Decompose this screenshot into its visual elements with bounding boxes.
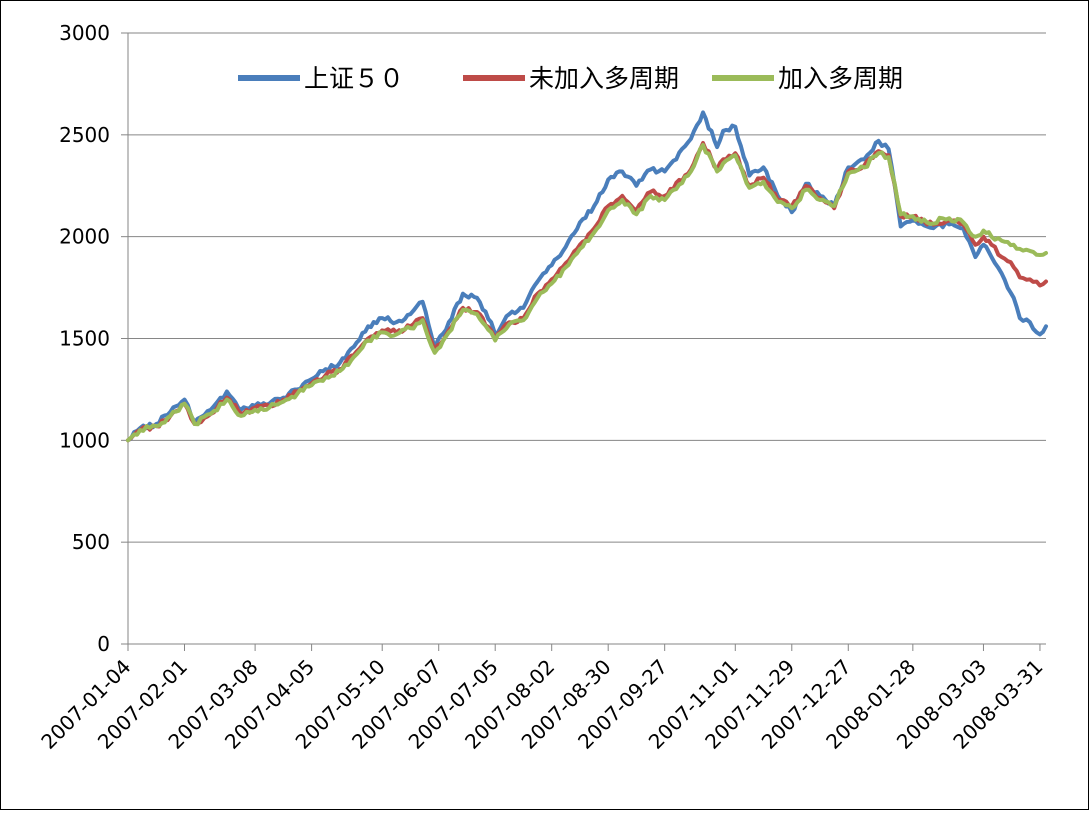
y-tick-label: 1000 (59, 428, 110, 452)
y-tick-label: 2500 (59, 123, 110, 147)
series-lines (126, 110, 1048, 443)
series-line (126, 143, 1048, 443)
gridlines (128, 32, 1046, 543)
y-tick-label: 3000 (59, 21, 110, 45)
legend-label: 加入多周期 (778, 64, 903, 93)
legend: 上证５０ 未加入多周期 加入多周期 (238, 64, 903, 93)
y-tick-label: 1500 (59, 327, 110, 351)
legend-label: 上证５０ (304, 64, 404, 93)
y-tick-label: 0 (97, 632, 110, 656)
legend-label: 未加入多周期 (529, 64, 679, 93)
y-tick-label: 500 (72, 530, 110, 554)
y-tick-label: 2000 (59, 225, 110, 249)
